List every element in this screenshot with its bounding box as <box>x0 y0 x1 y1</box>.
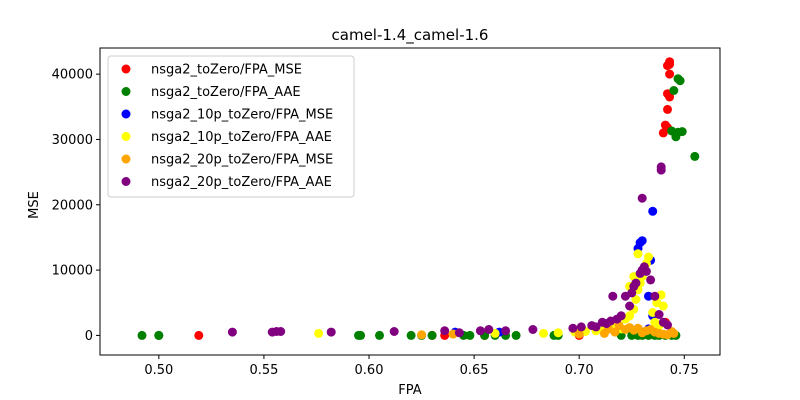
data-point-s3-0 <box>314 328 324 338</box>
data-point-s5-6 <box>440 326 450 336</box>
legend-marker-4 <box>121 154 131 164</box>
legend-label-5: nsga2_20p_toZero/FPA_AAE <box>151 175 332 190</box>
data-point-s0-15 <box>663 61 672 71</box>
y-tick-label-1: 10000 <box>52 264 93 279</box>
data-point-s5-5 <box>389 327 399 336</box>
legend-marker-3 <box>121 132 131 141</box>
data-point-s3-21 <box>644 252 653 262</box>
data-point-s5-33 <box>663 320 672 330</box>
data-point-s5-37 <box>608 291 618 301</box>
x-tick-label-3: 0.65 <box>460 363 489 378</box>
data-point-s1-14 <box>511 330 521 340</box>
data-point-s5-38 <box>625 301 635 311</box>
data-point-s5-10 <box>501 326 511 336</box>
data-point-s2-9 <box>637 236 647 246</box>
data-point-s1-2 <box>154 330 164 340</box>
data-point-s3-25 <box>658 301 668 311</box>
data-point-s4-5 <box>610 327 620 337</box>
data-point-s5-24 <box>631 278 641 288</box>
axes-frame <box>99 47 721 356</box>
x-tick-label-5: 0.75 <box>670 363 699 378</box>
data-point-s2-5 <box>644 291 653 301</box>
data-point-s1-4 <box>356 330 366 340</box>
data-points <box>137 57 700 340</box>
data-point-s5-15 <box>591 322 601 332</box>
data-point-s5-8 <box>475 326 485 336</box>
data-point-s0-9 <box>663 104 672 114</box>
data-point-s0-8 <box>660 120 670 130</box>
data-point-s1-0 <box>137 330 147 340</box>
data-point-s5-20 <box>616 311 626 321</box>
data-point-s5-34 <box>637 193 647 203</box>
data-point-s3-4 <box>553 328 563 338</box>
x-tick-label-2: 0.60 <box>355 363 384 378</box>
data-point-s5-9 <box>484 325 494 334</box>
data-point-s5-12 <box>568 323 578 333</box>
data-point-s1-33 <box>690 151 700 161</box>
data-point-s2-10 <box>648 206 658 216</box>
legend-marker-5 <box>121 177 131 186</box>
y-tick-label-4: 40000 <box>52 68 93 83</box>
y-axis-label: MSE <box>27 191 42 219</box>
data-point-s5-11 <box>528 325 538 334</box>
y-tick-label-3: 30000 <box>52 133 93 148</box>
data-point-s5-36 <box>656 162 666 172</box>
data-point-s5-7 <box>454 328 464 338</box>
data-point-s3-26 <box>633 249 643 259</box>
data-point-s0-0 <box>194 330 204 340</box>
data-point-s4-19 <box>669 328 679 338</box>
x-tick-label-0: 0.50 <box>144 363 173 378</box>
data-point-s3-15 <box>631 295 641 304</box>
data-point-s3-3 <box>539 328 548 338</box>
data-point-s3-13 <box>625 311 635 321</box>
data-point-s4-2 <box>574 329 584 339</box>
data-point-s5-28 <box>641 266 651 276</box>
data-point-s5-0 <box>227 327 237 337</box>
legend-label-4: nsga2_20p_toZero/FPA_MSE <box>151 153 333 168</box>
data-point-s1-5 <box>375 330 384 340</box>
data-point-s1-10 <box>465 330 475 340</box>
y-tick-label-0: 0 <box>85 329 93 344</box>
legend-label-3: nsga2_10p_toZero/FPA_AAE <box>151 130 332 145</box>
data-point-s5-3 <box>276 327 286 336</box>
legend-marker-1 <box>121 87 131 96</box>
data-point-s5-31 <box>654 310 664 319</box>
data-point-s1-32 <box>673 74 683 84</box>
chart-title: camel-1.4_camel-1.6 <box>332 26 489 45</box>
data-point-s1-29 <box>677 127 687 137</box>
data-point-s5-29 <box>646 275 656 285</box>
data-point-s0-12 <box>665 69 675 79</box>
data-point-s5-30 <box>650 291 660 301</box>
data-point-s5-13 <box>576 322 586 332</box>
data-point-s1-30 <box>669 86 679 95</box>
y-tick-label-2: 20000 <box>52 198 93 213</box>
axes: 0.50 0.55 0.60 0.65 0.70 0.75 0 10000 20000 30000… <box>52 47 721 378</box>
legend-box <box>107 55 355 198</box>
data-point-s4-0 <box>417 330 427 340</box>
legend-marker-0 <box>121 64 131 74</box>
data-point-s1-6 <box>406 330 416 340</box>
legend-label-2: nsga2_10p_toZero/FPA_MSE <box>151 108 333 123</box>
data-point-s5-4 <box>326 327 336 337</box>
x-tick-label-1: 0.55 <box>249 363 278 378</box>
legend-label-0: nsga2_toZero/FPA_MSE <box>151 63 302 78</box>
legend: nsga2_toZero/FPA_MSE nsga2_toZero/FPA_AAE… <box>107 55 355 198</box>
legend-marker-2 <box>121 109 131 119</box>
legend-label-1: nsga2_toZero/FPA_AAE <box>151 85 301 100</box>
x-axis-label: FPA <box>398 383 421 398</box>
data-point-s1-8 <box>427 330 437 340</box>
x-tick-label-4: 0.70 <box>565 363 594 378</box>
